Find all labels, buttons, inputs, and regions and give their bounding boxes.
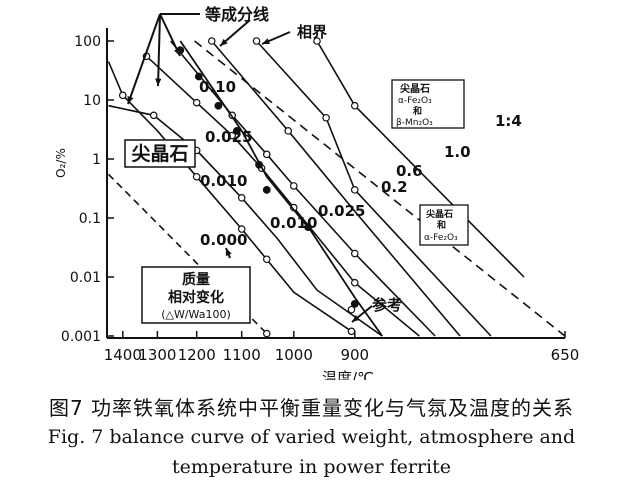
series-line-9: [179, 40, 383, 337]
data-point-open: [347, 305, 356, 314]
figure-caption-english-line-2: temperature in power ferrite: [172, 456, 451, 478]
annotation-region-upper-4: β-Mn₂O₃: [396, 118, 433, 128]
data-point-open: [262, 150, 271, 159]
iso-arrow-4-head: [220, 38, 228, 46]
annotation-region-upper-2: α-Fe₂O₃: [398, 96, 432, 106]
x-axis-label: 温度/℃: [322, 369, 374, 380]
reference-arrow-head: [352, 314, 360, 322]
data-point-open: [284, 127, 293, 135]
series-line-6: [255, 40, 492, 337]
data-point-open: [347, 327, 356, 336]
annotation-region-lower-1: 尖晶石: [426, 208, 453, 220]
x-tick-label: 900: [340, 346, 369, 364]
zero-line-arrow-head: [225, 248, 232, 256]
iso-arrow-2-head: [155, 78, 162, 86]
y-tick-label: 1: [92, 152, 101, 168]
y-tick-label: 10: [83, 93, 101, 109]
y-tick-label: 100: [74, 34, 101, 50]
series-label-0-6: 0.6: [396, 162, 423, 180]
region-box-upper: [391, 79, 465, 129]
x-tick-label: 1300: [138, 346, 176, 364]
data-point-open: [262, 329, 271, 338]
x-tick-label: 1100: [223, 346, 261, 364]
series-label-0-010: 0.010: [200, 172, 247, 190]
data-point-filled: [255, 160, 263, 169]
data-point-open: [262, 255, 271, 264]
data-point-open: [192, 172, 201, 181]
data-point-filled: [194, 72, 203, 81]
legend-box-line-3: (△W/Wa100): [161, 308, 231, 321]
data-point-filled: [262, 185, 271, 194]
iso-arrow-1-head: [127, 96, 134, 104]
iso-arrow-2: [157, 13, 161, 87]
data-point-open: [118, 91, 127, 100]
data-point-open: [350, 278, 359, 287]
region-box-lower: [419, 204, 469, 246]
x-tick-label: 1200: [178, 346, 216, 364]
iso-arrow-1: [127, 13, 161, 105]
series-label-1-0: 1.0: [444, 143, 471, 161]
figure-caption-english-line-1: Fig. 7 balance curve of varied weight, a…: [47, 426, 576, 448]
series-label-0-025-lower: 0.025: [318, 202, 365, 220]
iso-arrow-3-head: [174, 48, 180, 56]
x-tick-label: 1000: [275, 346, 313, 364]
series-line-8: [194, 40, 565, 337]
annotation-spinel: 尖晶石: [131, 142, 188, 165]
data-point-open: [149, 111, 158, 120]
data-point-open: [192, 98, 201, 107]
y-tick-label: 0.1: [79, 211, 101, 227]
data-point-open: [350, 249, 359, 258]
annotation-region-upper-3: 和: [412, 105, 422, 117]
y-tick-label: 0.01: [70, 270, 101, 286]
data-point-open: [252, 37, 261, 45]
data-point-open: [228, 131, 236, 140]
data-point-filled: [233, 126, 241, 135]
x-tick-label: 650: [551, 346, 580, 364]
series-label-0-025: 0.025: [205, 128, 252, 146]
data-point-open: [322, 113, 330, 122]
series-label-1-4: 1:4: [495, 112, 522, 130]
legend-box-line-2: 相对变化: [168, 289, 224, 306]
series-label-0-010-lower: 0.010: [270, 214, 317, 232]
annotation-region-lower-2: 和: [436, 219, 446, 231]
phase-arrow-head: [262, 38, 270, 44]
series-line-0: [107, 173, 268, 335]
iso-arrow-3: [159, 13, 181, 57]
series-label-0-10: 0.10: [199, 78, 236, 96]
annotation-region-upper-1: 尖晶石: [400, 82, 430, 95]
x-tick-label: 1400: [104, 346, 142, 364]
series-line-5: [211, 40, 461, 337]
series-label-0-000: 0.000: [200, 231, 247, 249]
y-tick-label: 0.001: [61, 329, 101, 345]
data-point-open: [350, 186, 359, 194]
annotation-region-lower-3: α-Fe₂O₃: [424, 233, 458, 243]
series-lines: [107, 37, 565, 338]
data-point-filled: [214, 101, 223, 110]
data-point-open: [289, 182, 298, 190]
annotation-reference: 参考: [372, 296, 402, 314]
spinel-box: [124, 139, 196, 168]
data-point-filled: [304, 223, 313, 232]
data-point-open: [237, 225, 246, 233]
annotation-iso-lines: 等成分线: [204, 5, 269, 24]
legend-box-line-1: 质量: [182, 271, 210, 288]
chart-labels: 0.100.0250.0100.0100.0250.0000.60.21.01:…: [124, 5, 522, 324]
y-axis-label: O₂/%: [54, 148, 68, 178]
data-point-open: [237, 193, 246, 202]
legend-box: [141, 266, 251, 324]
data-point-filled: [350, 300, 359, 308]
data-point-open: [207, 37, 216, 45]
figure-caption-chinese: 图7 功率铁氧体系统中平衡重量变化与气氛及温度的关系: [48, 396, 575, 420]
data-point-open: [350, 101, 359, 110]
annotation-phase-boundary: 相界: [297, 23, 327, 41]
data-point-open: [313, 37, 321, 45]
series-label-0-2: 0.2: [381, 178, 408, 196]
